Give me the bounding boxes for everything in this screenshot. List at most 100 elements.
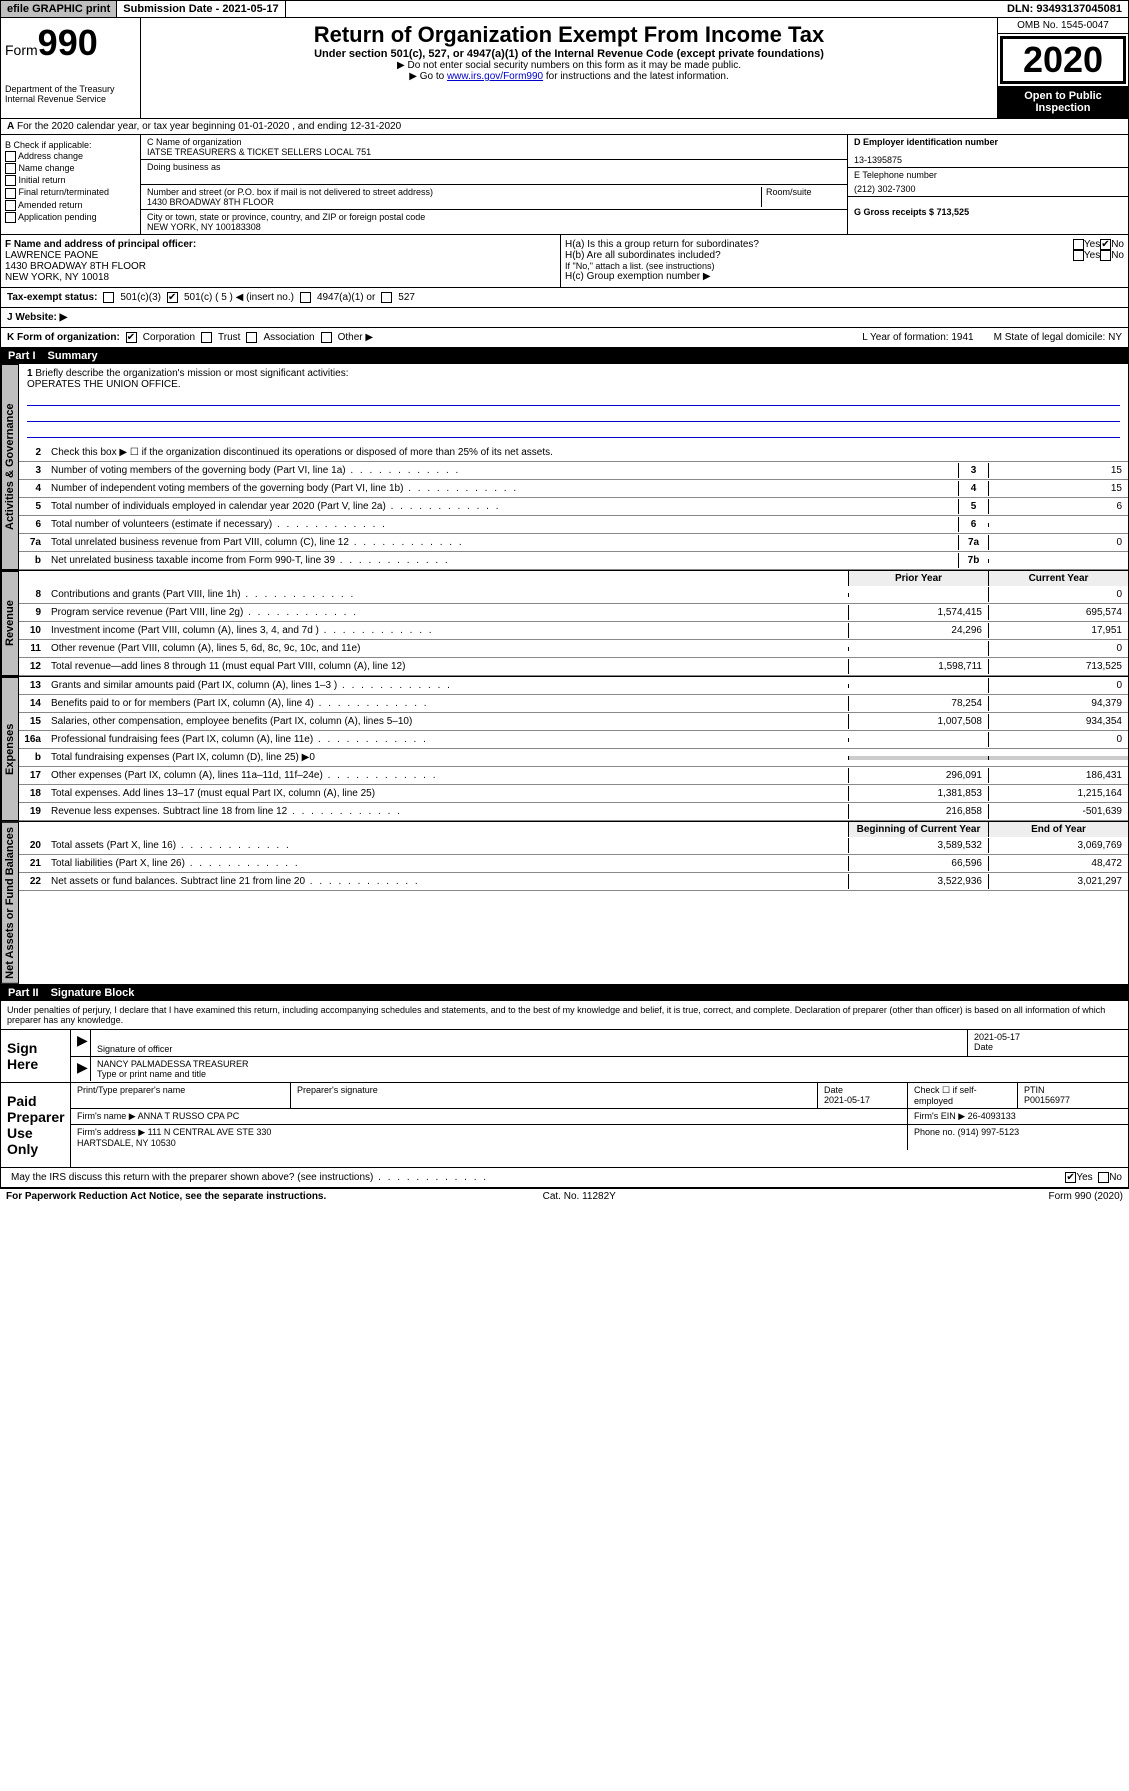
line13: Grants and similar amounts paid (Part IX… <box>47 678 848 693</box>
sig-date: 2021-05-17 <box>974 1032 1122 1042</box>
k-label: K Form of organization: <box>7 332 120 343</box>
chk-amended[interactable]: Amended return <box>5 200 136 211</box>
l19-prior: 216,858 <box>848 804 988 819</box>
expenses-section: Expenses 13Grants and similar amounts pa… <box>0 677 1129 822</box>
efile-print-button[interactable]: efile GRAPHIC print <box>1 1 117 17</box>
sidebar-activities: Activities & Governance <box>1 364 19 570</box>
chk-501c3[interactable] <box>103 292 114 303</box>
ptin-hdr: PTIN <box>1024 1085 1045 1095</box>
section-fgh: F Name and address of principal officer:… <box>0 235 1129 288</box>
discuss-yes[interactable] <box>1065 1172 1076 1183</box>
l17-curr: 186,431 <box>988 768 1128 783</box>
chk-assoc[interactable] <box>246 332 257 343</box>
footer-left: For Paperwork Reduction Act Notice, see … <box>6 1191 326 1202</box>
sidebar-revenue: Revenue <box>1 571 19 676</box>
city-label: City or town, state or province, country… <box>147 212 841 222</box>
page-footer: For Paperwork Reduction Act Notice, see … <box>0 1188 1129 1204</box>
chk-other[interactable] <box>321 332 332 343</box>
ein-label: D Employer identification number <box>854 137 1122 147</box>
chk-501c[interactable] <box>167 292 178 303</box>
mission-text: OPERATES THE UNION OFFICE. <box>27 379 1120 390</box>
line18: Total expenses. Add lines 13–17 (must eq… <box>47 786 848 801</box>
prep-name-hdr: Print/Type preparer's name <box>71 1083 291 1108</box>
sign-here-section: Sign Here ▶ Signature of officer 2021-05… <box>0 1030 1129 1083</box>
hdr-curr: Current Year <box>988 571 1128 586</box>
sidebar-netassets: Net Assets or Fund Balances <box>1 822 19 984</box>
room-label: Room/suite <box>761 187 841 207</box>
irs-link[interactable]: www.irs.gov/Form990 <box>447 71 543 82</box>
perjury-text: Under penalties of perjury, I declare th… <box>0 1001 1129 1030</box>
l18-prior: 1,381,853 <box>848 786 988 801</box>
form-header: Form990 Department of the Treasury Inter… <box>0 18 1129 119</box>
col-c-org-info: C Name of organizationIATSE TREASURERS &… <box>141 135 848 234</box>
hb-label: H(b) Are all subordinates included? <box>565 250 1073 261</box>
k-row: K Form of organization: Corporation Trus… <box>0 328 1129 348</box>
l21-prior: 66,596 <box>848 856 988 871</box>
summary-section: Activities & Governance 1 Briefly descri… <box>0 364 1129 571</box>
chk-corp[interactable] <box>126 332 137 343</box>
hdr-beg: Beginning of Current Year <box>848 822 988 837</box>
hb-yes[interactable] <box>1073 250 1084 261</box>
chk-trust[interactable] <box>201 332 212 343</box>
col-b-header: B Check if applicable: <box>5 140 136 150</box>
open-to-public: Open to Public Inspection <box>998 86 1128 118</box>
ha-label: H(a) Is this a group return for subordin… <box>565 239 1073 250</box>
line15: Salaries, other compensation, employee b… <box>47 714 848 729</box>
website-label: J Website: ▶ <box>7 312 67 323</box>
chk-address-change[interactable]: Address change <box>5 151 136 162</box>
l18-curr: 1,215,164 <box>988 786 1128 801</box>
ha-yes[interactable] <box>1073 239 1084 250</box>
org-name-label: C Name of organization <box>147 137 841 147</box>
l20-prior: 3,589,532 <box>848 838 988 853</box>
l8-curr: 0 <box>988 587 1128 602</box>
ha-no[interactable] <box>1100 239 1111 250</box>
officer-addr2: NEW YORK, NY 10018 <box>5 272 556 283</box>
line2: Check this box ▶ ☐ if the organization d… <box>47 445 1128 460</box>
form-title: Return of Organization Exempt From Incom… <box>145 22 993 48</box>
prep-date: 2021-05-17 <box>824 1095 870 1105</box>
firm-name: ANNA T RUSSO CPA PC <box>138 1111 240 1121</box>
l15-curr: 934,354 <box>988 714 1128 729</box>
chk-4947[interactable] <box>300 292 311 303</box>
l9-curr: 695,574 <box>988 605 1128 620</box>
officer-label: F Name and address of principal officer: <box>5 239 556 250</box>
omb-number: OMB No. 1545-0047 <box>998 18 1128 34</box>
l15-prior: 1,007,508 <box>848 714 988 729</box>
firm-name-lbl: Firm's name ▶ <box>77 1111 136 1121</box>
line22: Net assets or fund balances. Subtract li… <box>47 874 848 889</box>
hb-no[interactable] <box>1100 250 1111 261</box>
prep-sig-hdr: Preparer's signature <box>291 1083 818 1108</box>
firm-phone-lbl: Phone no. <box>914 1127 955 1137</box>
chk-final-return[interactable]: Final return/terminated <box>5 187 136 198</box>
line14: Benefits paid to or for members (Part IX… <box>47 696 848 711</box>
chk-application-pending[interactable]: Application pending <box>5 212 136 223</box>
revenue-section: Revenue Prior YearCurrent Year 8Contribu… <box>0 571 1129 677</box>
org-name: IATSE TREASURERS & TICKET SELLERS LOCAL … <box>147 147 841 157</box>
discuss-no[interactable] <box>1098 1172 1109 1183</box>
top-bar: efile GRAPHIC print Submission Date - 20… <box>0 0 1129 18</box>
chk-name-change[interactable]: Name change <box>5 163 136 174</box>
instructions-note: ▶ Go to www.irs.gov/Form990 for instruct… <box>145 71 993 82</box>
state-domicile: M State of legal domicile: NY <box>994 332 1122 343</box>
form-subtitle: Under section 501(c), 527, or 4947(a)(1)… <box>145 48 993 60</box>
line16a: Professional fundraising fees (Part IX, … <box>47 732 848 747</box>
col-b-checkboxes: B Check if applicable: Address change Na… <box>1 135 141 234</box>
footer-cat: Cat. No. 11282Y <box>543 1191 616 1202</box>
arrow-icon: ▶ <box>71 1030 91 1056</box>
dept-treasury: Department of the Treasury Internal Reve… <box>5 84 136 104</box>
ptin-val: P00156977 <box>1024 1095 1070 1105</box>
chk-initial-return[interactable]: Initial return <box>5 175 136 186</box>
l19-curr: -501,639 <box>988 804 1128 819</box>
website-row: J Website: ▶ <box>0 308 1129 328</box>
line9: Program service revenue (Part VIII, line… <box>47 605 848 620</box>
officer-sig-name: NANCY PALMADESSA TREASURER <box>97 1059 1122 1069</box>
line11: Other revenue (Part VIII, column (A), li… <box>47 641 848 656</box>
sidebar-expenses: Expenses <box>1 677 19 821</box>
line7a: Total unrelated business revenue from Pa… <box>47 535 958 550</box>
l16a-prior <box>848 738 988 742</box>
chk-527[interactable] <box>381 292 392 303</box>
col-f-officer: F Name and address of principal officer:… <box>1 235 561 287</box>
prep-date-hdr: Date <box>824 1085 843 1095</box>
col-de: D Employer identification number13-13958… <box>848 135 1128 234</box>
l14-curr: 94,379 <box>988 696 1128 711</box>
